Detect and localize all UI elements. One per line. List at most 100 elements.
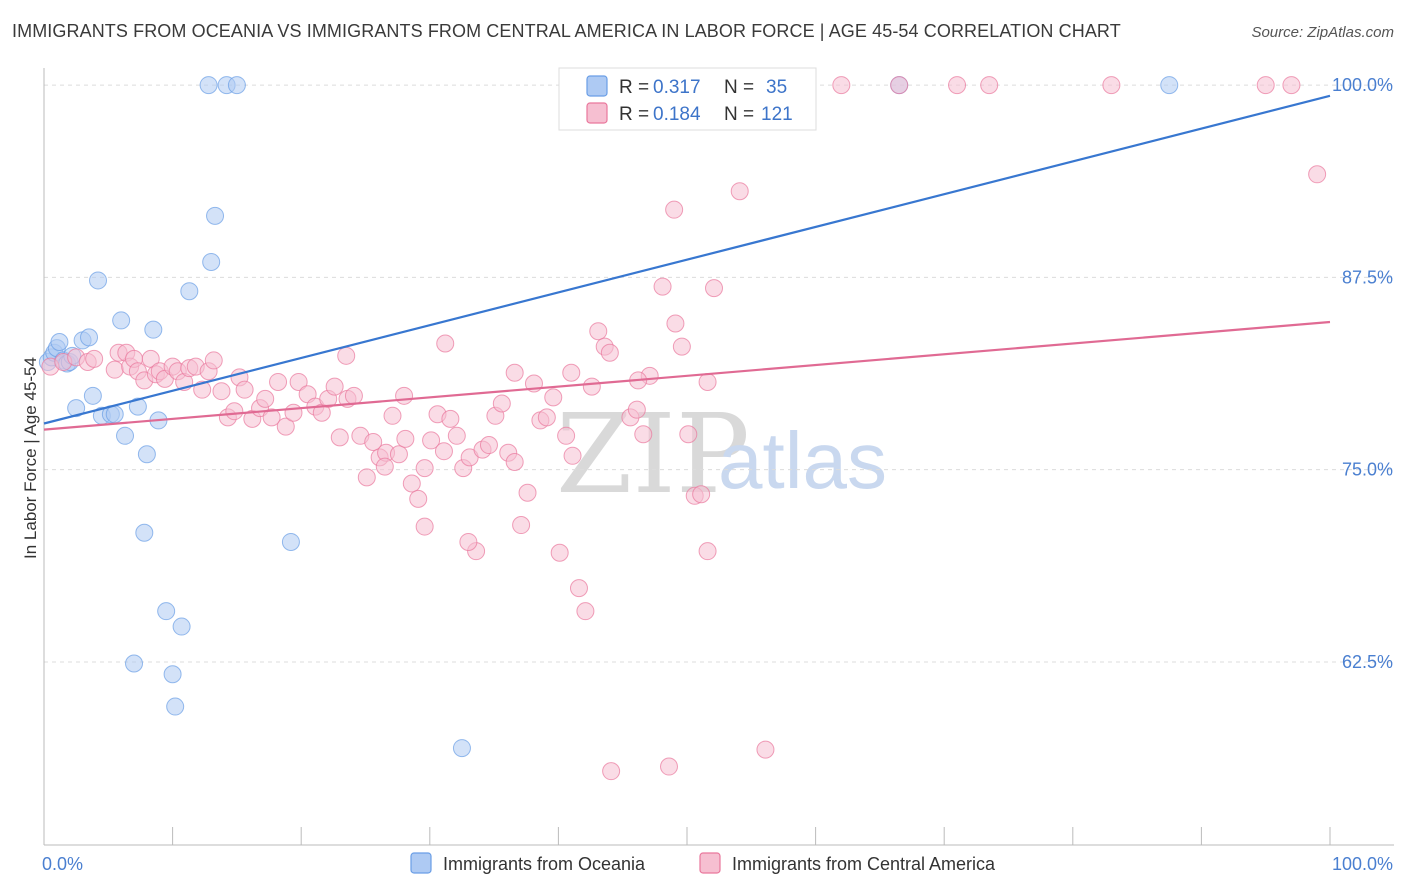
data-point: [672, 337, 691, 356]
data-point: [337, 346, 356, 365]
data-point: [434, 442, 453, 461]
trend-line-oceania: [43, 94, 1331, 425]
legend-n-value-central-america: 121: [761, 104, 793, 125]
data-point: [512, 516, 531, 535]
data-point: [89, 271, 108, 290]
series-legend-label-oceania: Immigrants from Oceania: [443, 854, 646, 874]
y-tick-label: 100.0%: [1332, 75, 1393, 95]
legend-swatch-central-america: [586, 102, 608, 124]
data-point: [627, 400, 646, 419]
data-point: [505, 363, 524, 382]
data-point: [262, 408, 281, 427]
data-point: [459, 532, 478, 551]
watermark-atlas: atlas: [718, 416, 887, 505]
data-point: [157, 602, 176, 621]
data-point: [832, 76, 851, 95]
data-point: [447, 426, 466, 445]
data-point: [256, 389, 275, 408]
data-point: [557, 426, 576, 445]
data-point: [705, 279, 724, 298]
y-axis-title: In Labor Force | Age 45-54: [21, 357, 40, 559]
data-point: [415, 459, 434, 478]
data-point: [602, 762, 621, 781]
data-point: [666, 314, 685, 333]
data-point: [698, 372, 717, 391]
data-point: [436, 334, 455, 353]
legend-n-label-central-america: N =: [724, 104, 754, 125]
data-point: [756, 740, 775, 759]
data-points: [38, 76, 1327, 781]
data-point: [452, 739, 471, 758]
data-point: [235, 380, 254, 399]
x-tick-label-max: 100.0%: [1332, 854, 1393, 874]
data-point: [330, 428, 349, 447]
data-point: [135, 523, 154, 542]
data-point: [576, 602, 595, 621]
data-point: [180, 282, 199, 301]
data-point: [269, 372, 288, 391]
data-point: [653, 277, 672, 296]
data-point: [389, 445, 408, 464]
y-tick-label: 62.5%: [1342, 652, 1393, 672]
data-point: [415, 517, 434, 536]
data-point: [67, 399, 86, 418]
data-point: [562, 363, 581, 382]
data-point: [281, 532, 300, 551]
data-point: [357, 468, 376, 487]
legend-r-label-central-america: R =: [619, 104, 649, 125]
data-point: [600, 343, 619, 362]
data-point: [1102, 76, 1121, 95]
data-point: [402, 474, 421, 493]
data-point: [364, 432, 383, 451]
data-point: [199, 76, 218, 95]
data-point: [409, 489, 428, 508]
legend-n-value-oceania: 35: [766, 77, 787, 98]
data-point: [422, 431, 441, 450]
data-point: [563, 446, 582, 465]
data-point: [383, 406, 402, 425]
legend-r-label-oceania: R =: [619, 77, 649, 98]
data-point: [172, 617, 191, 636]
series-points-central-america: [41, 76, 1327, 781]
legend-swatch-oceania: [586, 75, 608, 97]
data-point: [125, 654, 144, 673]
y-tick-label: 75.0%: [1342, 460, 1393, 480]
data-point: [1256, 76, 1275, 95]
data-point: [50, 332, 69, 351]
data-point: [325, 377, 344, 396]
data-point: [698, 542, 717, 561]
data-point: [204, 351, 223, 370]
data-point: [105, 405, 124, 424]
data-point: [344, 386, 363, 405]
series-legend-swatch-oceania: [410, 852, 432, 874]
source-label: Source: ZipAtlas.com: [1251, 24, 1394, 41]
data-point: [375, 457, 394, 476]
axes: [43, 68, 1394, 846]
series-legend-label-central-america: Immigrants from Central America: [732, 854, 996, 874]
data-point: [441, 409, 460, 428]
data-point: [492, 394, 511, 413]
data-point: [80, 328, 99, 347]
data-point: [518, 483, 537, 502]
data-point: [505, 452, 524, 471]
data-point: [730, 182, 749, 201]
stats-legend: R = 0.317 N = 35 R = 0.184 N = 121: [558, 67, 817, 131]
data-point: [479, 436, 498, 455]
data-point: [276, 417, 295, 436]
data-point: [948, 76, 967, 95]
data-point: [692, 485, 711, 504]
data-point: [116, 426, 135, 445]
chart-title: IMMIGRANTS FROM OCEANIA VS IMMIGRANTS FR…: [12, 21, 1121, 41]
data-point: [166, 697, 185, 716]
data-point: [1160, 76, 1179, 95]
data-point: [212, 382, 231, 401]
data-point: [890, 76, 909, 95]
legend-n-label-oceania: N =: [724, 77, 754, 98]
legend-r-value-oceania: 0.317: [653, 77, 701, 98]
data-point: [112, 311, 131, 330]
axis-ticks: 62.5% 75.0% 87.5% 100.0%: [1332, 75, 1393, 672]
data-point: [128, 397, 147, 416]
trend-line-central-america: [43, 320, 1331, 431]
data-point: [665, 200, 684, 219]
